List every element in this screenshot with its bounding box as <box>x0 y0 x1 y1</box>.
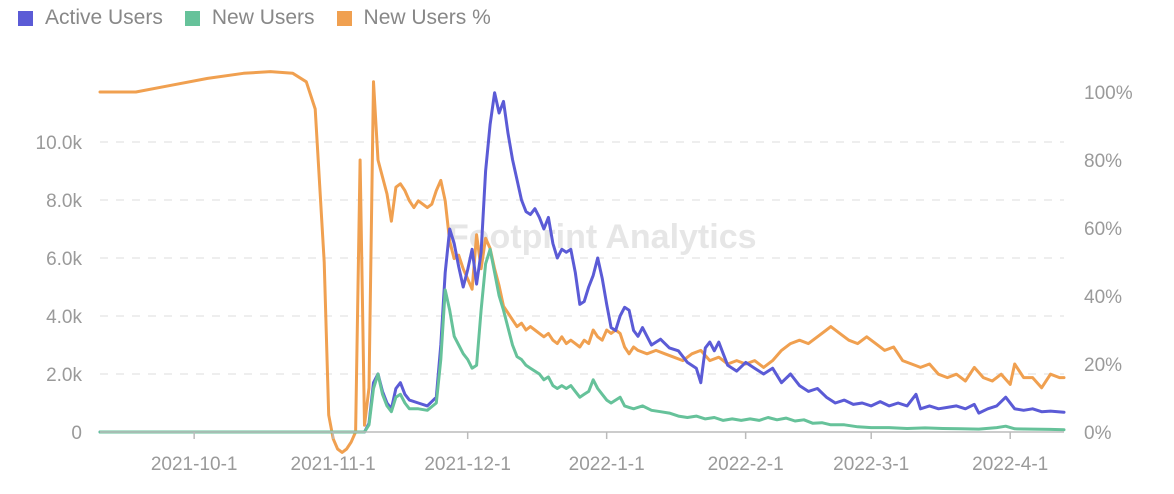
y-right-tick-label: 80% <box>1084 151 1122 172</box>
watermark-text: Footprint Analytics <box>448 218 757 256</box>
legend-label-new-users: New Users <box>211 6 315 29</box>
series-lines <box>98 70 1066 454</box>
x-tick-label: 2022-2-1 <box>708 454 784 475</box>
y-left-tick-label: 8.0k <box>46 191 82 212</box>
legend-item-active-users[interactable]: Active Users <box>18 6 163 30</box>
legend[interactable]: Active Users New Users New Users % <box>18 6 491 30</box>
y-right-tick-label: 40% <box>1084 287 1122 308</box>
legend-item-new-users-pct[interactable]: New Users % <box>336 6 491 30</box>
y-right-tick-label: 60% <box>1084 219 1122 240</box>
legend-item-new-users[interactable]: New Users <box>184 6 315 30</box>
y-right-tick-label: 0% <box>1084 423 1112 444</box>
y-left-tick-label: 6.0k <box>46 249 82 270</box>
legend-swatch-new-users-pct <box>336 10 352 26</box>
y-left-tick-label: 10.0k <box>36 133 83 154</box>
x-tick-label: 2021-11-1 <box>291 454 376 475</box>
x-tick-label: 2021-10-1 <box>151 454 238 475</box>
series-line-new-users <box>98 247 1066 434</box>
legend-label-new-users-pct: New Users % <box>363 6 491 29</box>
y-left-tick-label: 2.0k <box>46 365 82 386</box>
y-left-tick-label: 0 <box>71 423 82 444</box>
legend-label-active-users: Active Users <box>45 6 163 29</box>
x-tick-label: 2022-3-1 <box>833 454 909 475</box>
x-tick-label: 2022-1-1 <box>569 454 645 475</box>
x-tick-label: 2021-12-1 <box>424 454 511 475</box>
grid-lines <box>100 141 1064 375</box>
series-line-new-users <box>98 70 1066 454</box>
y-right-tick-label: 20% <box>1084 355 1122 376</box>
legend-swatch-new-users <box>184 10 200 26</box>
series-line-active-users <box>98 91 1066 434</box>
x-tick-label: 2022-4-1 <box>972 454 1048 475</box>
axis-ticks: 0 2.0k 4.0k 6.0k 8.0k 10.0k 0% 20% 40% 60% 80% 100%… <box>36 83 1133 475</box>
legend-swatch-active-users <box>18 10 33 26</box>
y-right-tick-label: 100% <box>1084 83 1133 104</box>
y-left-tick-label: 4.0k <box>46 307 82 328</box>
